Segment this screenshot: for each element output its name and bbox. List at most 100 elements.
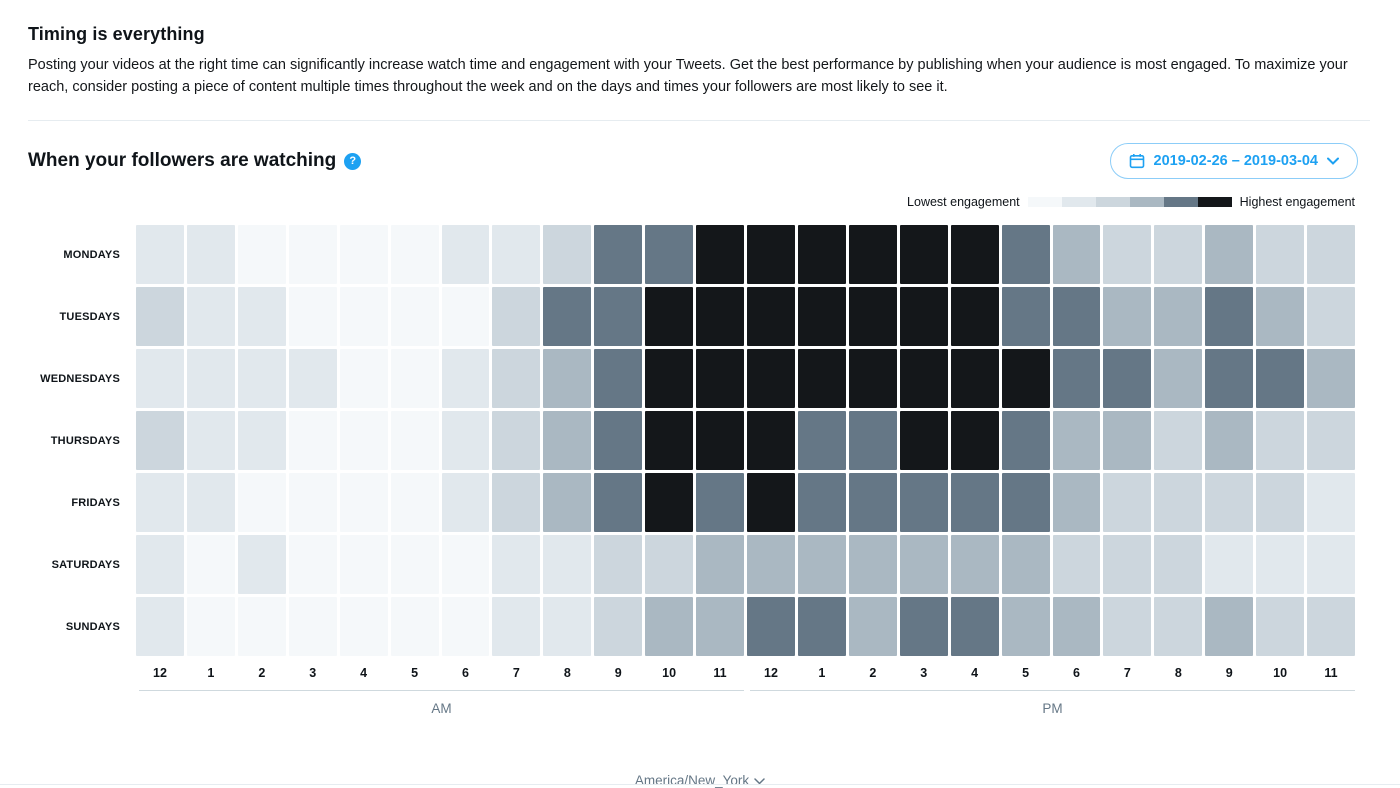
heatmap-cell	[1052, 597, 1101, 656]
heatmap-cell	[645, 535, 694, 594]
heatmap-cell	[797, 473, 846, 532]
legend: Lowest engagement Highest engagement	[0, 179, 1400, 209]
heatmap-cell	[899, 473, 948, 532]
heatmap-cell	[1103, 411, 1152, 470]
heatmap-cell	[696, 411, 744, 470]
heatmap-cell	[1001, 473, 1050, 532]
heatmap-cell	[1256, 411, 1305, 470]
heatmap-cell	[339, 287, 388, 346]
heatmap-cell	[186, 597, 235, 656]
heatmap-cell	[136, 349, 184, 408]
heatmap-cell	[1103, 473, 1152, 532]
heatmap-cell	[1103, 349, 1152, 408]
heatmap-cell	[136, 597, 184, 656]
page-description: Posting your videos at the right time ca…	[28, 57, 1348, 95]
date-range-label: 2019-02-26 – 2019-03-04	[1153, 153, 1318, 169]
page-title: Timing is everything	[28, 24, 205, 44]
heatmap-cell	[237, 473, 286, 532]
page-header: Timing is everything Posting your videos…	[0, 0, 1400, 121]
heatmap-cell	[1103, 287, 1152, 346]
pm-bracket: PM	[750, 690, 1355, 718]
heatmap-cell	[543, 411, 592, 470]
heatmap-cell	[1205, 535, 1254, 594]
legend-low-label: Lowest engagement	[907, 195, 1020, 209]
heatmap-row: FRIDAYS	[0, 473, 1355, 532]
heatmap-cell	[390, 349, 439, 408]
heatmap-cell	[1103, 597, 1152, 656]
hour-label: 10	[1273, 666, 1288, 680]
day-label: TUESDAYS	[59, 310, 120, 323]
heatmap-cell	[339, 411, 388, 470]
hour-label: 12	[764, 666, 778, 680]
heatmap-cell	[899, 535, 948, 594]
heatmap-row: WEDNESDAYS	[0, 349, 1355, 408]
heatmap-cell	[390, 597, 439, 656]
heatmap-cell	[1256, 473, 1305, 532]
heatmap-cell	[594, 225, 643, 284]
hour-label: 2	[258, 666, 266, 680]
legend-swatch	[1095, 197, 1130, 207]
legend-gradient-bar	[1027, 197, 1232, 207]
heatmap-cell	[237, 597, 286, 656]
heatmap-cell	[1256, 535, 1305, 594]
heatmap-cell	[950, 411, 999, 470]
timezone-label: America/New_York	[634, 773, 750, 788]
day-label: SUNDAYS	[65, 620, 120, 633]
heatmap-cell	[237, 287, 286, 346]
heatmap-cell	[950, 225, 999, 284]
legend-swatch	[1129, 197, 1164, 207]
heatmap-cell	[1256, 225, 1305, 284]
hour-label: 11	[713, 666, 727, 680]
section-divider	[28, 120, 1370, 121]
heatmap-cell	[1154, 597, 1203, 656]
heatmap-cell	[645, 597, 694, 656]
heatmap-cell	[645, 225, 694, 284]
heatmap-cell	[237, 349, 286, 408]
heatmap-cell	[186, 225, 235, 284]
heatmap-cell	[848, 349, 897, 408]
timezone-select[interactable]: America/New_York	[635, 773, 765, 788]
bottom-divider	[0, 784, 1400, 785]
hour-label: 7	[1123, 666, 1131, 680]
heatmap-cell	[186, 411, 235, 470]
heatmap-cell	[441, 535, 490, 594]
calendar-icon	[1129, 153, 1145, 169]
heatmap-cell	[288, 411, 337, 470]
heatmap-cell	[492, 473, 541, 532]
section-heading: When your followers are watching	[28, 150, 337, 171]
heatmap-cell	[186, 535, 235, 594]
day-label: FRIDAYS	[71, 496, 120, 509]
heatmap-cell	[1307, 225, 1355, 284]
heatmap-cell	[136, 473, 184, 532]
hour-label: 6	[1072, 666, 1080, 680]
hour-label: 8	[563, 666, 571, 680]
heatmap-cell	[390, 287, 439, 346]
heatmap-cell	[339, 349, 388, 408]
heatmap-cell	[237, 411, 286, 470]
heatmap-cell	[1154, 411, 1203, 470]
day-label: THURSDAYS	[50, 434, 120, 447]
heatmap-cell	[848, 225, 897, 284]
hour-label: 4	[971, 666, 979, 680]
date-range-button[interactable]: 2019-02-26 – 2019-03-04	[1109, 143, 1358, 179]
heatmap-cell	[136, 225, 184, 284]
heatmap-cell	[1205, 225, 1254, 284]
heatmap-cell	[1103, 225, 1152, 284]
heatmap-cell	[899, 225, 948, 284]
heatmap-cell	[645, 287, 694, 346]
heatmap-cell	[848, 411, 897, 470]
heatmap-cell	[543, 535, 592, 594]
heatmap-cell	[747, 535, 795, 594]
heatmap-cell	[492, 225, 541, 284]
heatmap-cell	[747, 225, 795, 284]
heatmap-cell	[1001, 349, 1050, 408]
heatmap-cell	[1205, 411, 1254, 470]
legend-swatch	[1163, 197, 1198, 207]
heatmap-grid: MONDAYS TUESDAYS WEDNESDAYS THURSDAYS FRIDAY…	[0, 225, 1355, 656]
heatmap-cell	[288, 225, 337, 284]
heatmap-cell	[1256, 287, 1305, 346]
heatmap-cell	[1154, 225, 1203, 284]
heatmap-cell	[1307, 349, 1355, 408]
help-icon[interactable]: ?	[344, 152, 362, 170]
heatmap-cell	[136, 535, 184, 594]
